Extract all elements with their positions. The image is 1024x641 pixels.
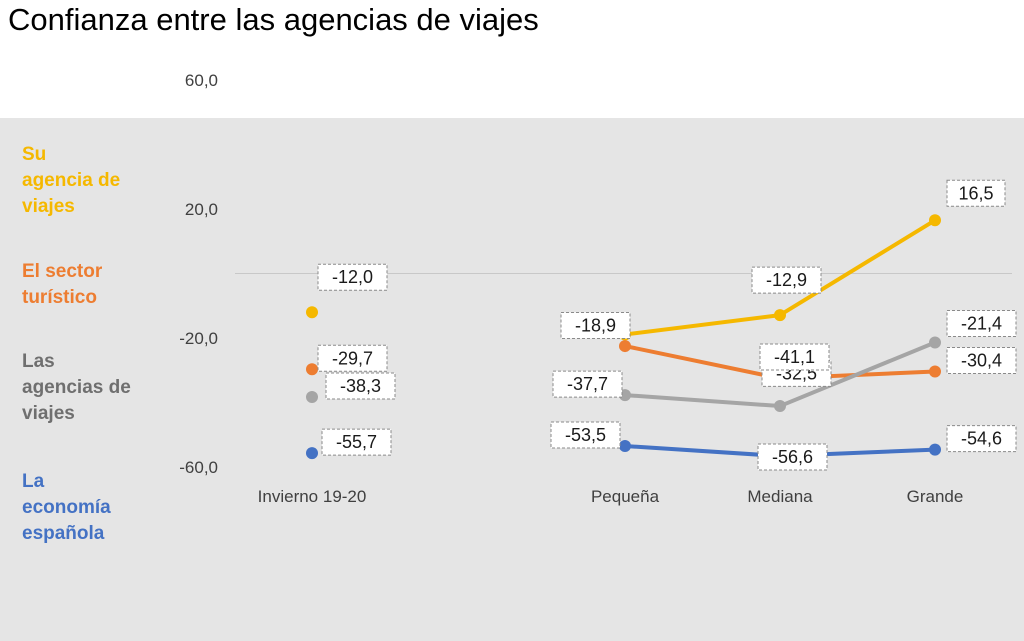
data-point: [929, 365, 941, 378]
legend-line: agencia de: [22, 170, 121, 191]
data-label-box: [317, 344, 388, 372]
data-label: -12,0: [332, 267, 373, 287]
x-tick-label: Mediana: [747, 487, 813, 506]
legend-item-agencias-viajes: Las agencias de viajes: [22, 349, 162, 427]
legend-line: economía: [22, 497, 111, 518]
legend-item-su-agencia: Su agencia de viajes: [22, 142, 162, 220]
data-label-box: [321, 428, 392, 456]
data-label: 16,5: [958, 183, 993, 203]
legend-line: El sector: [22, 261, 103, 282]
y-tick-label: 20,0: [185, 200, 218, 219]
data-label-box: [946, 347, 1017, 375]
data-point: [774, 400, 786, 413]
data-label-box: [759, 343, 830, 371]
x-tick-label: Pequeña: [591, 487, 660, 506]
legend-line: La: [22, 471, 45, 492]
legend-line: española: [22, 523, 105, 544]
data-label-box: [317, 263, 388, 291]
legend-line: viajes: [22, 196, 75, 217]
data-label: -54,6: [961, 429, 1002, 449]
data-point: [929, 443, 941, 456]
y-tick-label: -20,0: [179, 329, 218, 348]
data-point: [306, 363, 318, 376]
data-label: -41,1: [774, 347, 815, 367]
data-point: [306, 306, 318, 319]
y-tick-label: -60,0: [179, 458, 218, 477]
data-label-box: [757, 443, 828, 471]
data-label-box: [751, 266, 822, 294]
data-label: -55,7: [336, 432, 377, 452]
data-label-box: [946, 179, 1006, 207]
data-point: [306, 391, 318, 404]
legend-line: Su: [22, 144, 47, 165]
x-tick-label: Invierno 19-20: [258, 487, 367, 506]
data-label-box: [325, 372, 396, 400]
legend-line: agencias de: [22, 377, 131, 398]
legend-item-economia-espanola: La economía española: [22, 469, 162, 547]
y-tick-label: 60,0: [185, 71, 218, 90]
data-label: -53,5: [565, 425, 606, 445]
data-label-box: [552, 370, 623, 398]
data-label: -56,6: [772, 447, 813, 467]
legend-line: viajes: [22, 403, 75, 424]
data-label: -18,9: [575, 315, 616, 335]
data-label: -30,4: [961, 351, 1002, 371]
x-tick-label: Grande: [907, 487, 964, 506]
data-label: -37,7: [567, 374, 608, 394]
legend-line: Las: [22, 351, 55, 372]
data-point: [929, 214, 941, 227]
chart-title: Confianza entre las agencias de viajes: [8, 2, 539, 37]
data-label: -38,3: [340, 376, 381, 396]
data-point: [774, 309, 786, 322]
data-point: [619, 340, 631, 353]
legend-line: turístico: [22, 287, 97, 308]
data-label: -21,4: [961, 314, 1002, 334]
data-label-box: [550, 421, 621, 449]
data-point: [306, 447, 318, 460]
data-label-box: [560, 311, 631, 339]
legend-item-sector-turistico: El sector turístico: [22, 259, 162, 311]
data-point: [619, 440, 631, 453]
data-label: -12,9: [766, 270, 807, 290]
data-label-box: [946, 310, 1017, 338]
data-label-box: [946, 425, 1017, 453]
data-point: [929, 336, 941, 349]
data-label: -29,7: [332, 348, 373, 368]
plot-panel: [0, 118, 1024, 641]
